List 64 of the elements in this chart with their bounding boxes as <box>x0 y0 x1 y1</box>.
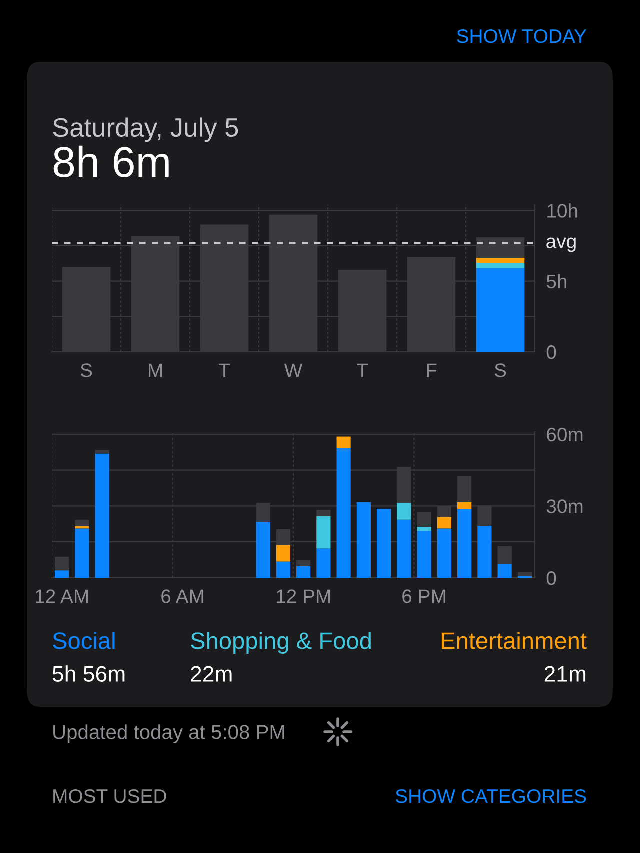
bar <box>397 520 412 578</box>
x-tick-label: 6 AM <box>162 590 204 604</box>
x-tick-label: T <box>357 364 368 378</box>
bar <box>356 502 371 578</box>
bar <box>75 528 90 578</box>
text: 22m <box>191 666 232 682</box>
text: SHOW TODAY <box>457 29 587 44</box>
bar <box>476 258 525 263</box>
bar <box>498 564 512 578</box>
x-tick-label: T <box>219 364 230 378</box>
bar <box>95 450 110 454</box>
bar <box>476 268 525 352</box>
bar <box>316 510 331 516</box>
bar <box>75 520 90 526</box>
chart-subtitle: 8h 6m <box>54 146 169 178</box>
text: Entertainment <box>442 632 587 650</box>
y-tick-label: 10h <box>548 204 578 218</box>
x-tick-label: S <box>494 364 506 378</box>
bar <box>316 548 331 578</box>
ref-line-label: avg <box>546 238 576 252</box>
bar <box>95 454 110 578</box>
bar <box>55 570 70 578</box>
bar <box>437 528 452 578</box>
bar <box>296 566 311 578</box>
y-tick-label: 60m <box>547 428 583 442</box>
x-tick-label: S <box>80 364 92 378</box>
bar <box>478 526 492 578</box>
text: Social <box>53 632 115 650</box>
text: 5h 56m <box>52 666 125 682</box>
bar <box>417 531 432 578</box>
bar <box>336 448 351 578</box>
bar <box>296 560 311 566</box>
chart-title: Saturday, July 5 <box>53 118 238 142</box>
bar <box>336 436 351 449</box>
bar <box>256 522 270 578</box>
x-tick-label: M <box>148 364 162 378</box>
bar <box>458 509 472 578</box>
bar <box>397 503 412 520</box>
bar <box>377 509 392 578</box>
x-tick-label: 12 PM <box>276 590 330 604</box>
bar <box>276 545 290 562</box>
bar <box>437 517 452 529</box>
x-tick-label: W <box>284 364 303 378</box>
bar <box>417 512 432 528</box>
text: Shopping & Food <box>191 632 371 654</box>
y-tick-label: 30m <box>546 500 583 514</box>
bar <box>417 527 432 532</box>
text: MOST USED <box>54 789 166 804</box>
x-tick-label: 12 AM <box>36 590 88 604</box>
text: Updated today at 5:08 PM <box>54 724 284 744</box>
y-tick-label: 0 <box>546 571 556 586</box>
bar <box>476 262 525 268</box>
x-tick-label: F <box>427 364 437 378</box>
bar <box>276 562 290 578</box>
bar <box>498 546 512 564</box>
bar <box>55 556 70 571</box>
bar <box>458 502 472 510</box>
y-tick-label: 5h <box>546 274 566 289</box>
y-tick-label: 0 <box>546 345 556 360</box>
text: SHOW CATEGORIES <box>396 789 586 804</box>
bar <box>316 516 331 549</box>
text: 21m <box>544 666 586 682</box>
x-tick-label: 6 PM <box>402 590 446 604</box>
bar <box>458 476 472 502</box>
